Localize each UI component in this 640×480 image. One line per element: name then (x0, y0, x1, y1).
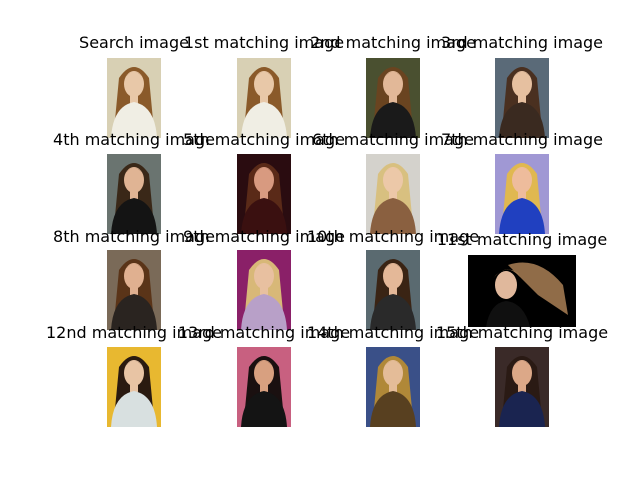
image-title-1: 1st matching image (183, 33, 345, 52)
face-photo-1 (237, 58, 291, 138)
image-title-13: 13rd matching image (177, 323, 351, 342)
face-photo-14 (366, 347, 420, 427)
face-photo-15 (495, 347, 549, 427)
face-photo-4 (107, 154, 161, 234)
image-title-4: 4th matching image (53, 130, 215, 149)
image-title-9: 9th matching image (183, 227, 345, 246)
face-photo-10 (366, 250, 420, 330)
image-title-6: 6th matching image (312, 130, 474, 149)
image-title-14: 14th matching image (306, 323, 480, 342)
face-photo-3 (495, 58, 549, 138)
image-title-15: 15th matching image (435, 323, 609, 342)
image-title-5: 5th matching image (183, 130, 345, 149)
face-photo-8 (107, 250, 161, 330)
image-title-0: Search image (79, 33, 189, 52)
image-title-10: 10th matching image (306, 227, 480, 246)
face-photo-13 (237, 347, 291, 427)
image-title-2: 2nd matching image (310, 33, 476, 52)
face-photo-5 (237, 154, 291, 234)
face-photo-6 (366, 154, 420, 234)
image-title-8: 8th matching image (53, 227, 215, 246)
face-photo-11 (468, 255, 576, 327)
image-title-7: 7th matching image (441, 130, 603, 149)
face-photo-7 (495, 154, 549, 234)
image-title-3: 3rd matching image (441, 33, 603, 52)
image-title-11: 11st matching image (436, 230, 608, 249)
face-photo-9 (237, 250, 291, 330)
face-photo-12 (107, 347, 161, 427)
face-photo-0 (107, 58, 161, 138)
face-photo-2 (366, 58, 420, 138)
image-title-12: 12nd matching image (45, 323, 223, 342)
